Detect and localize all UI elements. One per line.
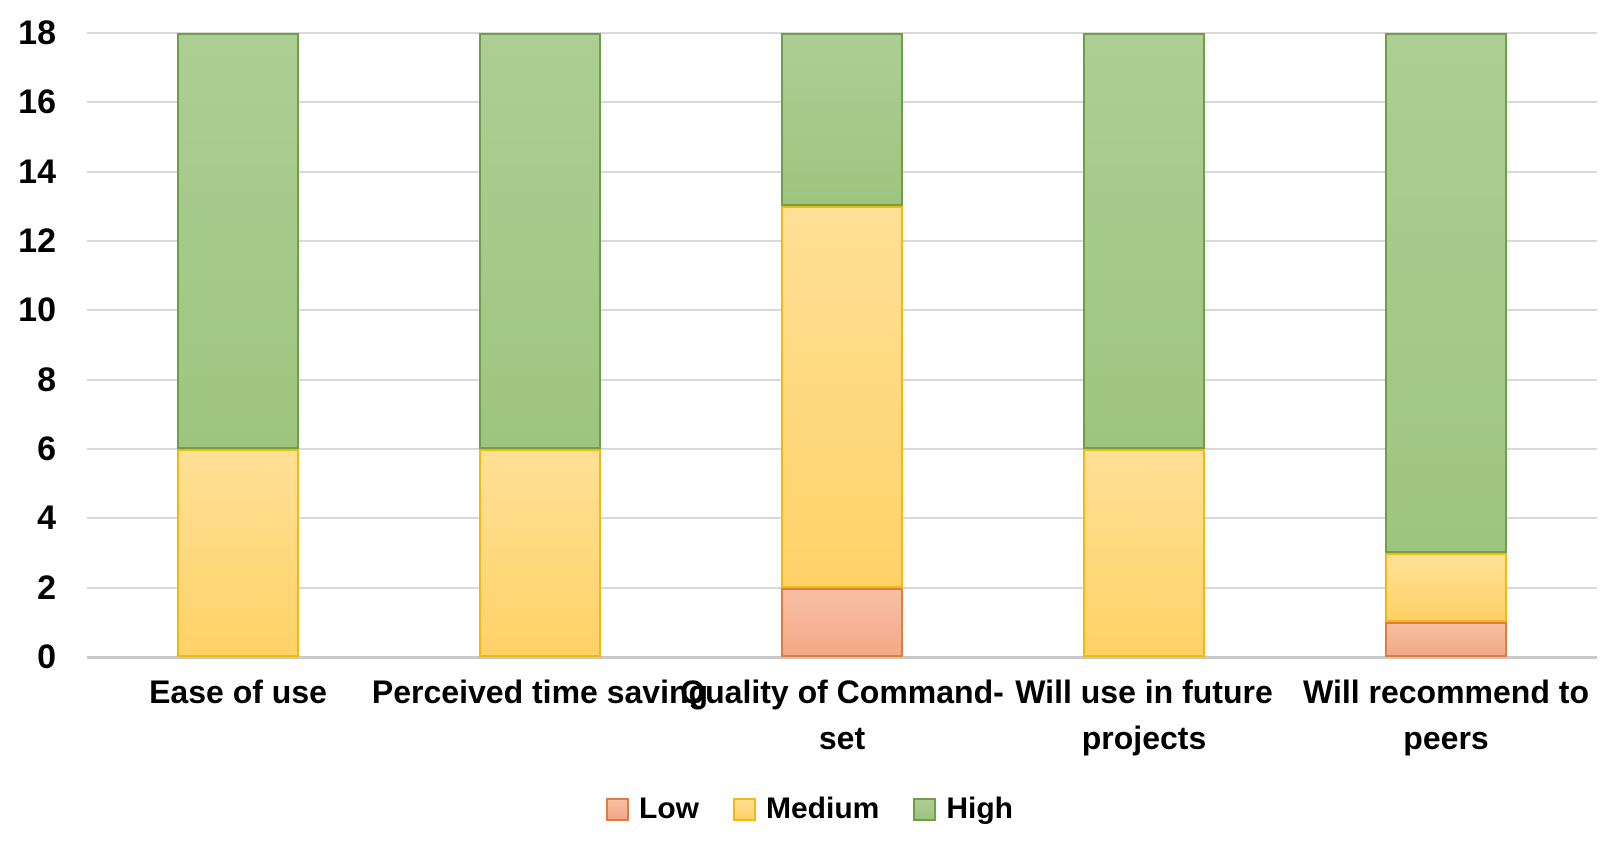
x-tick-label-4: Will use in future projects	[1015, 674, 1273, 756]
x-tick-label-2: Perceived time saving	[371, 674, 709, 710]
y-tick-label-0: 0	[37, 638, 56, 676]
legend-item-medium: Medium	[733, 792, 879, 826]
legend-item-high: High	[913, 792, 1013, 826]
bar-4-segment-high	[1083, 33, 1205, 449]
y-tick-label-4: 4	[37, 499, 56, 538]
gridline-y18	[87, 32, 1597, 34]
y-tick-label-10: 10	[18, 291, 56, 330]
bar-5-segment-medium	[1385, 553, 1507, 623]
bar-4-segment-medium	[1083, 449, 1205, 657]
bar-1-segment-high	[177, 33, 299, 449]
x-axis-line	[87, 656, 1597, 659]
y-tick-label-14: 14	[18, 152, 56, 191]
y-tick-label-18: 18	[18, 14, 56, 52]
y-tick-label-2: 2	[37, 568, 56, 607]
x-tick-label-5: Will recommend to peers	[1303, 674, 1589, 756]
plot-area	[87, 32, 1597, 659]
y-tick-label-16: 16	[18, 83, 56, 122]
bar-3-segment-high	[781, 33, 903, 207]
bar-3-segment-low	[781, 587, 903, 657]
bar-2-segment-medium	[479, 449, 601, 657]
legend-label-medium: Medium	[766, 792, 880, 825]
bar-5-segment-high	[1385, 33, 1507, 553]
legend-swatch-medium-icon	[733, 797, 756, 821]
legend-label-low: Low	[639, 792, 699, 825]
legend-swatch-low-icon	[606, 797, 629, 821]
y-tick-label-12: 12	[18, 222, 56, 260]
legend-swatch-high-icon	[913, 797, 937, 821]
legend: Low Medium High	[0, 792, 1619, 826]
legend-label-high: High	[946, 792, 1013, 825]
legend-item-low: Low	[606, 792, 699, 826]
x-tick-label-1: Ease of use	[149, 674, 327, 710]
y-tick-label-6: 6	[37, 430, 56, 468]
bar-1-segment-medium	[177, 449, 299, 657]
x-tick-label-3: Quality of Command-set	[680, 674, 1004, 756]
bar-5-segment-low	[1385, 622, 1507, 657]
bar-2-segment-high	[479, 33, 601, 449]
y-tick-label-8: 8	[37, 360, 56, 399]
bar-3-segment-medium	[781, 206, 903, 588]
